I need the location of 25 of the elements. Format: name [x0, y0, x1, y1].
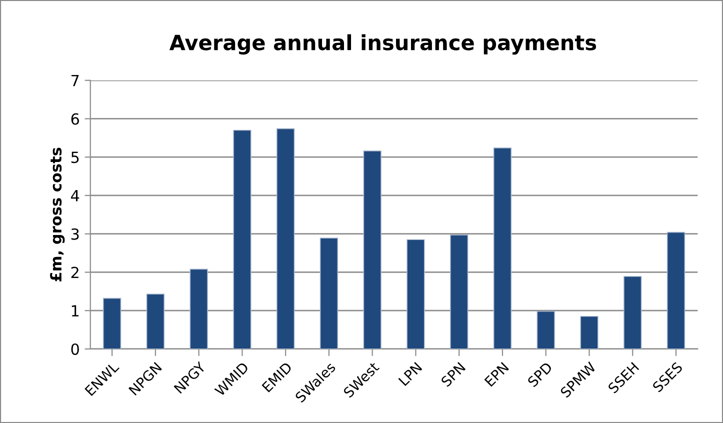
bar	[276, 128, 295, 349]
bar	[102, 298, 122, 349]
y-tick-label: 1	[72, 305, 79, 316]
y-tick-label: 7	[71, 75, 79, 86]
x-tick-label: SPD	[526, 362, 553, 388]
bar	[363, 150, 382, 349]
bar	[493, 147, 512, 349]
y-tick-label: 3	[71, 228, 79, 240]
bar	[580, 316, 598, 349]
bar	[190, 268, 208, 349]
bar	[536, 310, 555, 349]
y-tick-label: 6	[71, 113, 79, 125]
y-tick-label: 2	[71, 266, 78, 278]
bar	[233, 130, 252, 349]
bar	[320, 238, 338, 349]
y-axis-title: £m, gross costs	[50, 148, 65, 282]
bar	[666, 232, 686, 349]
y-tick-label: 5	[71, 152, 79, 164]
chart-title: Average annual insurance payments	[169, 34, 596, 55]
bar	[450, 234, 468, 349]
bar	[624, 276, 642, 349]
y-tick-label: 4	[70, 190, 80, 202]
bar	[406, 239, 425, 349]
y-tick-label: 0	[71, 343, 79, 355]
bar	[146, 294, 165, 349]
